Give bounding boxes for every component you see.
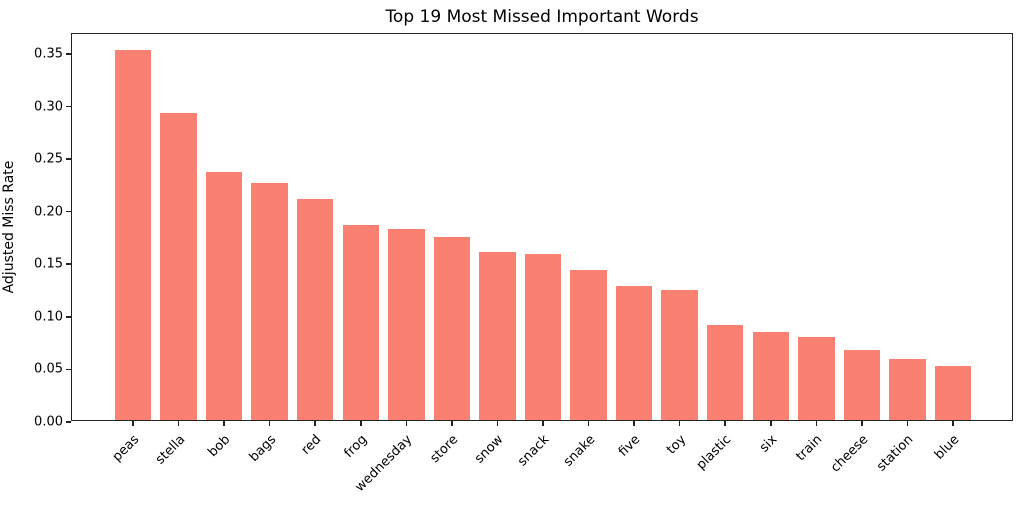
y-tick-mark [66,210,71,213]
x-tick-mark [132,421,134,426]
x-tick-label-stella: stella [152,432,188,468]
x-tick-label-snake: snake [560,432,598,470]
y-tick-label-0.10: 0.10 [34,309,63,325]
bar-store [433,237,471,420]
x-tick-label-six: six [756,432,781,456]
x-tick-label-bob: bob [205,432,234,461]
x-tick-mark [268,421,271,426]
x-tick-mark [724,421,726,426]
y-tick-label-0.35: 0.35 [34,46,63,62]
x-tick-label-red: red [298,432,325,458]
x-tick-mark [359,421,362,426]
bar-plastic [706,325,744,420]
x-tick-label-frog: frog [341,432,371,462]
x-tick-label-station: station [874,432,917,475]
y-tick-label-0.20: 0.20 [34,204,63,220]
x-tick-label-snow: snow [472,432,507,467]
bar-stella [160,112,197,420]
y-tick-label-0.05: 0.05 [34,361,63,377]
bar-five [615,286,653,420]
plot-area: peas stella bob bags red frog wednesday store sn… [34,33,1013,495]
x-tick-mark [542,421,544,426]
x-tick-label-cheese: cheese [827,432,872,476]
x-tick-label-blue: blue [931,432,963,463]
x-tick-label-snack: snack [515,432,553,470]
y-tick-label-0.25: 0.25 [34,151,63,167]
bar-station [889,359,926,420]
x-tick-mark [451,421,453,426]
x-tick-label-train: train [793,432,826,465]
bar-blue [934,366,972,420]
x-tick-mark [405,421,408,426]
x-tick-label-plastic: plastic [693,432,735,473]
bar-peas [114,49,152,420]
bar-snake [570,269,607,420]
bar-wednesday [388,228,425,420]
bar-toy [661,289,698,420]
y-tick-label-0.30: 0.30 [34,99,63,115]
bar-cheese [843,349,881,420]
y-tick-mark [66,368,71,371]
bar-bob [205,171,243,420]
bar-snack [524,253,562,420]
x-tick-mark [678,421,681,426]
x-tick-mark [952,421,954,426]
x-tick-mark [906,421,909,426]
y-tick-mark [66,105,71,108]
x-tick-mark [815,421,818,426]
x-tick-mark [769,421,772,426]
x-tick-label-peas: peas [109,432,143,465]
bar-red [297,199,334,420]
x-tick-mark [177,421,180,426]
y-tick-mark [66,316,71,318]
x-tick-mark [223,421,225,426]
x-tick-mark [314,421,317,426]
x-tick-mark [496,421,499,426]
x-tick-label-bags: bags [246,432,279,465]
x-tick-mark [861,421,863,426]
bar-six [752,331,789,420]
x-tick-mark [587,421,590,426]
x-tick-mark [633,421,635,426]
y-tick-label-0.15: 0.15 [34,256,63,272]
x-tick-label-store: store [427,432,462,467]
x-tick-label-toy: toy [663,432,689,458]
y-tick-label-0.00: 0.00 [34,414,63,430]
chart-title: Top 19 Most Missed Important Words [385,7,699,27]
bar-snow [479,251,516,420]
y-tick-mark [66,421,71,423]
bar-train [798,336,835,420]
bar-bags [251,183,288,420]
bar-frog [342,225,379,420]
y-tick-mark [66,53,71,55]
y-tick-mark [66,158,71,160]
x-tick-label-five: five [615,432,644,460]
y-axis-label: Adjusted Miss Rate [1,160,17,294]
y-tick-mark [66,263,71,266]
